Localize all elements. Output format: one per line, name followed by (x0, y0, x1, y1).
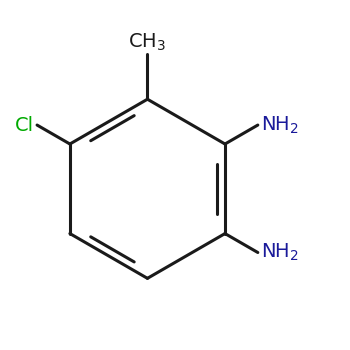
Text: CH$_3$: CH$_3$ (128, 32, 167, 53)
Text: NH$_2$: NH$_2$ (260, 242, 299, 263)
Text: NH$_2$: NH$_2$ (260, 114, 299, 136)
Text: Cl: Cl (15, 116, 34, 134)
